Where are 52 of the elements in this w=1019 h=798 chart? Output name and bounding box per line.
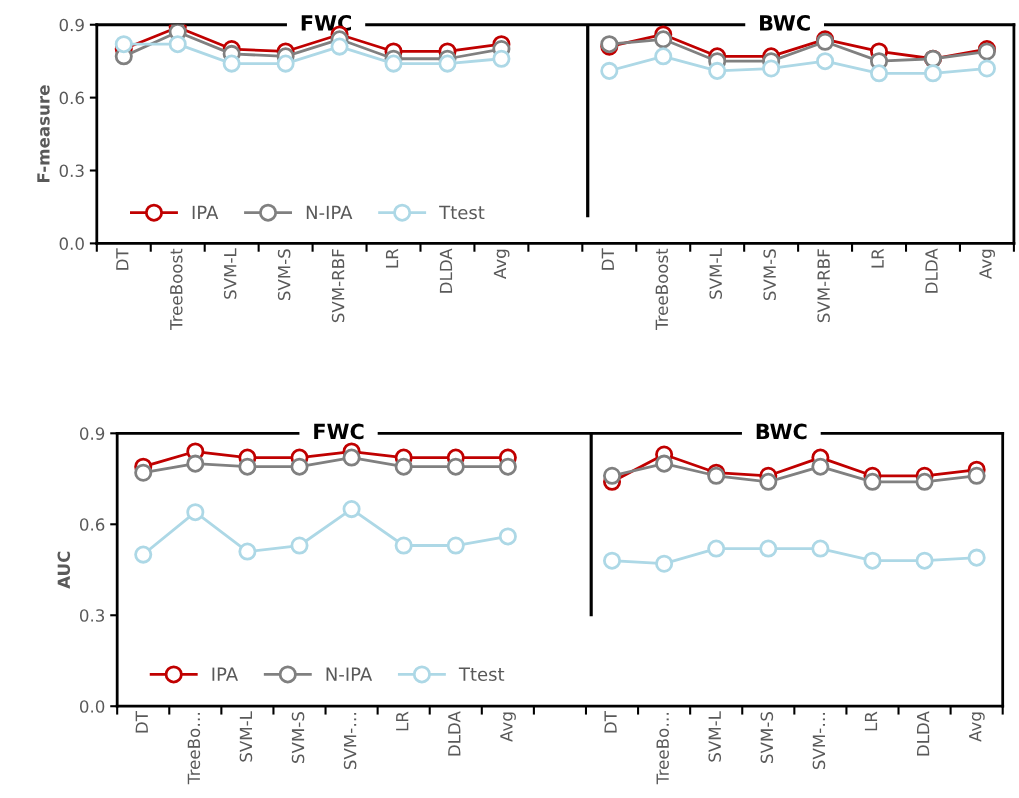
x-tick-label: TreeBoost <box>655 248 669 331</box>
x-tick-label: TreeBo… <box>187 713 201 785</box>
y-tick-label: 0.6 <box>79 518 105 531</box>
x-tick-label: TreeBoost <box>170 248 183 331</box>
x-tick-label: SVM-L <box>223 248 237 299</box>
legend-label: Ttest <box>458 667 505 682</box>
x-tick-label: TreeBo… <box>656 713 669 785</box>
annotation: FWC <box>314 423 364 440</box>
x-tick-label: SVM-S <box>763 249 776 301</box>
y-tick-label: 0.0 <box>59 237 84 250</box>
x-tick-label: SVM-… <box>343 713 357 770</box>
y-tick-label: 0.3 <box>59 164 84 178</box>
x-tick-label: DT <box>135 711 148 733</box>
x-tick-label: Avg <box>493 249 510 279</box>
x-tick-label: LR <box>396 711 409 731</box>
annotation: BWC <box>756 423 807 440</box>
y-tick-label: 0.0 <box>79 700 105 713</box>
x-tick-label: SVM-L <box>709 248 723 299</box>
y-tick-label: 0.9 <box>79 427 105 440</box>
x-tick-label: DT <box>604 711 617 733</box>
x-tick-label: LR <box>385 248 399 268</box>
y-tick-label: 0.6 <box>59 91 84 105</box>
x-tick-label: SVM-L <box>708 711 722 762</box>
legend-label: IPA <box>192 205 219 220</box>
y-axis-title: F-measure <box>37 85 50 183</box>
x-tick-label: Avg <box>969 712 985 742</box>
x-tick-label: DT <box>601 248 614 270</box>
annotation: BWC <box>760 15 810 31</box>
y-tick-label: 0.3 <box>79 609 105 622</box>
legend-label: IPA <box>212 667 238 681</box>
y-axis-title: AUC <box>57 551 71 589</box>
x-tick-label: DLDA <box>448 711 461 756</box>
x-tick-label: DLDA <box>925 248 938 293</box>
x-tick-label: DT <box>116 248 129 270</box>
x-tick-label: SVM-… <box>812 713 826 770</box>
legend-label: N-IPA <box>326 667 373 681</box>
x-tick-label: Avg <box>500 712 516 742</box>
x-tick-label: SVM-S <box>291 712 305 763</box>
x-tick-label: SVM-RBF <box>817 249 830 323</box>
x-tick-label: DLDA <box>439 248 453 293</box>
legend-label: Ttest <box>439 205 485 220</box>
annotation: FWC <box>301 15 351 31</box>
x-tick-label: Avg <box>979 249 995 279</box>
x-tick-label: LR <box>864 711 878 731</box>
x-tick-label: SVM-S <box>277 249 291 301</box>
x-tick-label: LR <box>871 248 884 268</box>
x-tick-label: SVM-RBF <box>331 249 345 323</box>
y-tick-label: 0.9 <box>59 18 84 32</box>
x-tick-label: SVM-S <box>760 712 774 763</box>
x-tick-label: SVM-L <box>239 711 253 762</box>
legend-label: N-IPA <box>306 205 353 220</box>
x-tick-label: DLDA <box>917 711 930 756</box>
